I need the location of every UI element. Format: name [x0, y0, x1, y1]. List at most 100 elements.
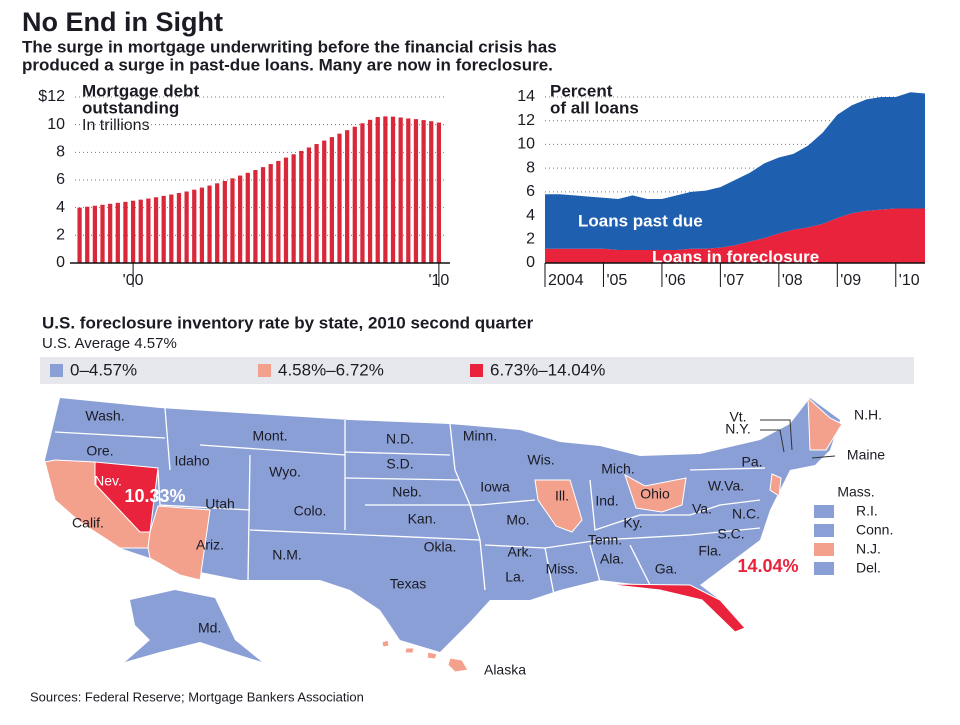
bar [92, 205, 97, 263]
state-label: Kan. [408, 511, 437, 527]
leader-line [760, 429, 785, 453]
state-shape [147, 505, 211, 581]
state-label: Vt. [729, 409, 746, 425]
bar [169, 194, 174, 263]
bar [207, 185, 212, 263]
state-label: Colo. [294, 503, 327, 519]
bar [115, 202, 120, 263]
bar [429, 121, 434, 263]
state-label: Ga. [655, 561, 678, 577]
state-label: Minn. [463, 428, 497, 444]
border [199, 444, 346, 456]
legend-swatch [470, 364, 483, 377]
y-tick-label: 0 [526, 254, 535, 271]
y-tick-label: $12 [38, 88, 65, 105]
bar [345, 130, 350, 263]
bar [421, 120, 426, 263]
y-tick-label: 2 [526, 231, 535, 248]
leader-line [811, 455, 836, 459]
bar [222, 180, 227, 263]
alaska [125, 590, 262, 662]
bar [199, 187, 205, 263]
bar [108, 203, 113, 263]
chart-title: Percent [550, 81, 613, 100]
state-shape [404, 647, 415, 654]
state-box [814, 562, 834, 575]
bar [100, 204, 105, 263]
border [449, 423, 481, 541]
border [344, 477, 461, 481]
state-label: Alaska [484, 662, 526, 678]
state-label: Wyo. [269, 464, 301, 480]
state-label: Calif. [72, 515, 104, 531]
x-tick-label: '06 [665, 272, 686, 289]
legend-label: 0–4.57% [70, 360, 137, 379]
state-label: Pa. [741, 454, 762, 470]
y-tick-label: 4 [56, 199, 65, 216]
state-shape [769, 473, 782, 497]
bar [306, 147, 312, 263]
area [545, 208, 925, 263]
x-tick-label: '09 [840, 272, 861, 289]
bar [184, 191, 189, 263]
border [479, 499, 536, 506]
y-tick-label: 10 [47, 116, 65, 133]
bar [176, 193, 182, 263]
bar [260, 167, 266, 263]
bar [291, 154, 296, 263]
bar [123, 201, 128, 263]
bar [398, 117, 403, 264]
border [629, 544, 651, 586]
bar [299, 150, 304, 263]
bar [245, 172, 250, 263]
state-label: Ark. [508, 544, 533, 560]
state-label: Nev. [94, 473, 122, 489]
x-tick-label: '08 [782, 272, 803, 289]
x-tick-label: '00 [123, 272, 144, 289]
state-label: Ind. [595, 493, 618, 509]
state-label: Okla. [424, 539, 457, 555]
bar [77, 207, 82, 263]
source: Sources: Federal Reserve; Mortgage Banke… [30, 689, 364, 704]
state-value-label: 14.04% [737, 556, 798, 576]
state-label: La. [505, 569, 524, 585]
state-label: S.D. [386, 456, 413, 472]
x-tick-label: '07 [723, 272, 744, 289]
title: No End in Sight [22, 7, 223, 37]
bar [283, 157, 289, 263]
state-overlays [44, 396, 843, 673]
bar [436, 122, 442, 263]
chart-subtitle: In trillions [82, 117, 150, 134]
chart-title: of all loans [550, 98, 639, 117]
subtitle-line: The surge in mortgage underwriting befor… [22, 37, 557, 56]
state-value-label: 10.33% [124, 486, 185, 506]
bar [360, 123, 365, 264]
border [157, 469, 251, 511]
legend-label: 4.58%–6.72% [278, 360, 384, 379]
state-label: W.Va. [708, 478, 744, 494]
state-label: Del. [856, 560, 881, 576]
state-label: N.D. [386, 431, 414, 447]
bar [367, 119, 373, 263]
state-label: Tenn. [588, 532, 622, 548]
border [344, 451, 451, 456]
state-label: N.Y. [725, 421, 750, 437]
legend-label: 6.73%–14.04% [490, 360, 605, 379]
x-tick-label: '10 [899, 272, 920, 289]
state-label: N.C. [732, 506, 760, 522]
border [164, 407, 171, 471]
bar [352, 126, 357, 263]
border [589, 479, 761, 531]
state-label: Va. [692, 501, 712, 517]
chart-title: Mortgage debt [82, 81, 199, 100]
state-box [814, 524, 834, 537]
y-tick-label: 10 [517, 136, 535, 153]
bar [153, 197, 159, 263]
state-shape [624, 473, 687, 513]
state-label: Mich. [601, 461, 634, 477]
state-label: N.H. [854, 407, 882, 423]
bar [375, 117, 380, 263]
y-tick-label: 4 [526, 207, 535, 224]
legend-swatch [258, 364, 271, 377]
